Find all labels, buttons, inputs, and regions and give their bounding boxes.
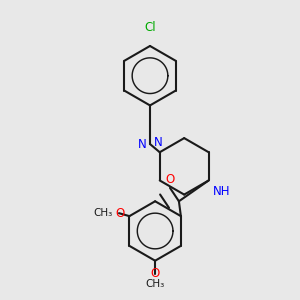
Text: NH: NH — [213, 185, 231, 198]
Text: O: O — [116, 207, 125, 220]
Text: CH₃: CH₃ — [146, 278, 165, 289]
Text: CH₃: CH₃ — [94, 208, 113, 218]
Text: Cl: Cl — [144, 21, 156, 34]
Text: O: O — [165, 173, 175, 186]
Text: N: N — [138, 138, 147, 151]
Text: O: O — [151, 267, 160, 280]
Text: N: N — [154, 136, 163, 149]
